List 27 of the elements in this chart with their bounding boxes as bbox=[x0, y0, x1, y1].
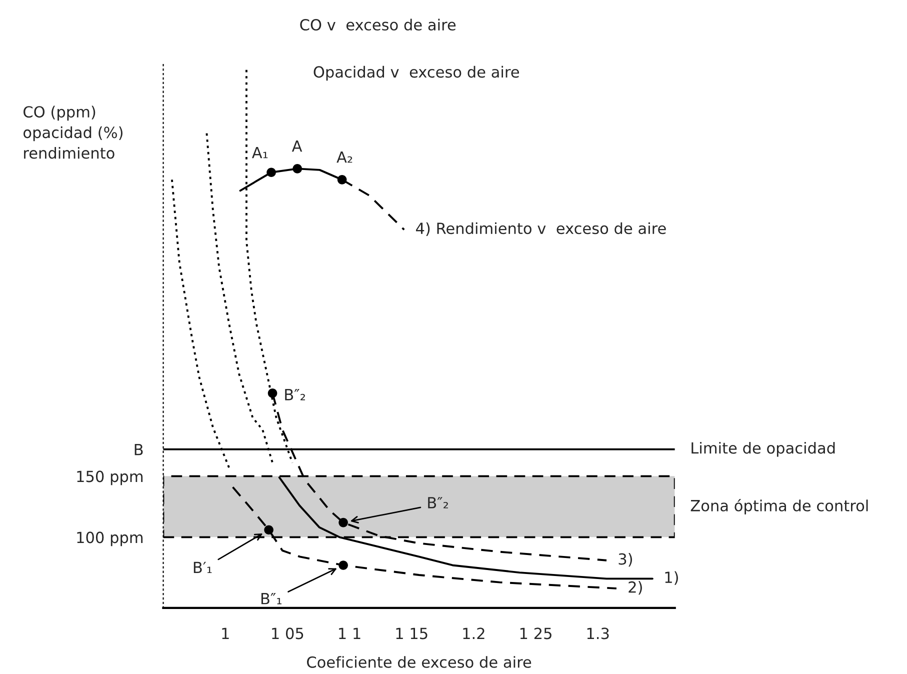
annotation: B″₂ bbox=[428, 497, 448, 508]
annotation: B′₁ bbox=[194, 562, 212, 574]
y-tick-label: B bbox=[134, 444, 143, 456]
series-label: 4) Rendimiento v exceso de aire bbox=[416, 222, 666, 236]
series-label: 3) bbox=[618, 552, 632, 567]
annotation: A₁ bbox=[252, 146, 268, 158]
series-label: 1) bbox=[665, 571, 678, 585]
y-tick-label: 100 ppm bbox=[77, 532, 143, 546]
x-tick-label: 1 bbox=[222, 628, 229, 639]
x-tick-label: 1 15 bbox=[396, 628, 428, 640]
y-tick-label: 150 ppm bbox=[77, 470, 143, 486]
annotation: Opacidad v exceso de aire bbox=[314, 66, 519, 81]
x-axis-title: Coeficiente de exceso de aire bbox=[307, 656, 532, 668]
annotation: B″₂ bbox=[285, 389, 305, 400]
ref-line-label: Limite de opacidad bbox=[692, 442, 835, 457]
y-axis-title: CO (ppm) opacidad (%) rendimiento bbox=[24, 106, 122, 159]
annotation: B″₁ bbox=[261, 593, 282, 604]
x-tick-label: 1.3 bbox=[587, 628, 609, 640]
annotation: A₂ bbox=[336, 151, 352, 163]
x-tick-label: 1.2 bbox=[463, 628, 484, 639]
x-tick-label: 1 25 bbox=[520, 628, 552, 640]
band-label: Zona óptima de control bbox=[690, 498, 868, 514]
x-tick-label: 1 05 bbox=[272, 628, 304, 640]
x-tick-label: 1 1 bbox=[339, 628, 360, 639]
series-label: 2) bbox=[628, 581, 642, 595]
text: CO v exceso de aire bbox=[300, 18, 456, 31]
annotation: A bbox=[292, 140, 302, 152]
